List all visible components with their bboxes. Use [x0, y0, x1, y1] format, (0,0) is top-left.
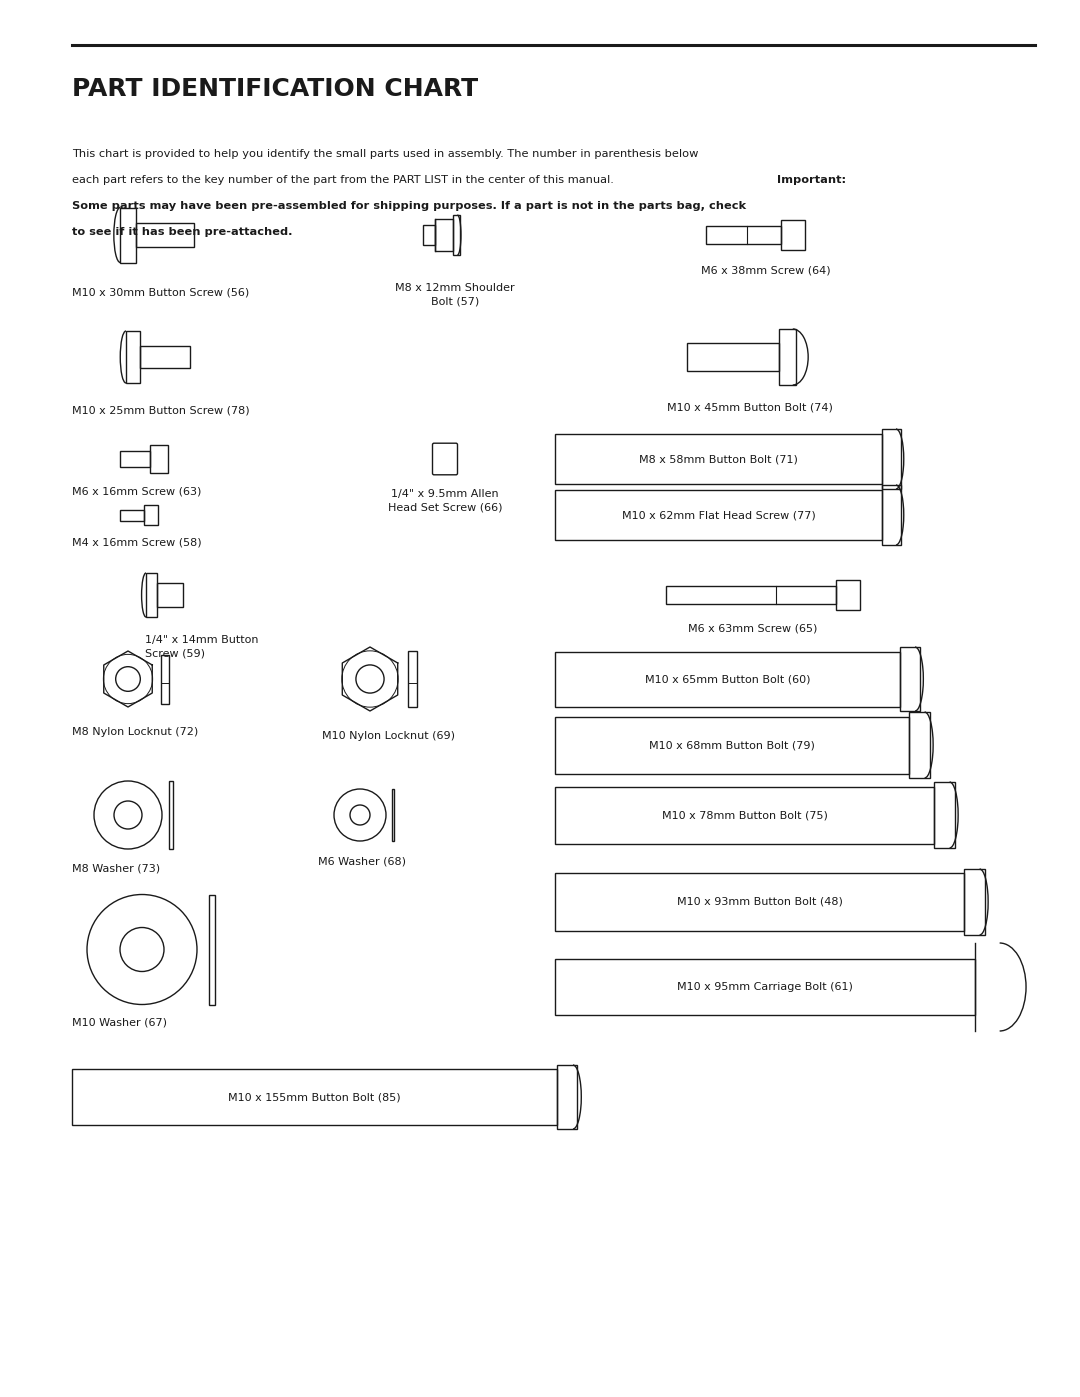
- Bar: [72, 1069, 557, 1125]
- Bar: [126, 331, 140, 383]
- Bar: [144, 504, 158, 525]
- Text: to see if it has been pre-attached.: to see if it has been pre-attached.: [72, 226, 293, 237]
- Bar: [454, 215, 460, 256]
- Bar: [934, 782, 955, 848]
- Bar: [435, 219, 454, 251]
- Text: M10 Washer (67): M10 Washer (67): [72, 1017, 167, 1028]
- Bar: [157, 583, 183, 608]
- Bar: [964, 869, 985, 935]
- Bar: [150, 446, 168, 474]
- Bar: [120, 208, 136, 263]
- Text: Some parts may have been pre-assembled for shipping purposes. If a part is not i: Some parts may have been pre-assembled f…: [72, 201, 746, 211]
- Text: M10 x 45mm Button Bolt (74): M10 x 45mm Button Bolt (74): [666, 402, 833, 412]
- Text: 1/4" x 9.5mm Allen
Head Set Screw (66): 1/4" x 9.5mm Allen Head Set Screw (66): [388, 489, 502, 513]
- Bar: [909, 712, 930, 778]
- Text: M10 x 78mm Button Bolt (75): M10 x 78mm Button Bolt (75): [662, 810, 827, 820]
- Bar: [900, 647, 920, 711]
- Bar: [140, 346, 190, 367]
- Bar: [408, 651, 417, 707]
- Bar: [146, 573, 157, 617]
- Text: PART IDENTIFICATION CHART: PART IDENTIFICATION CHART: [72, 77, 478, 101]
- Bar: [170, 781, 173, 849]
- Bar: [423, 225, 435, 244]
- Text: M6 Washer (68): M6 Washer (68): [318, 856, 406, 868]
- Bar: [555, 490, 882, 541]
- Text: M6 x 38mm Screw (64): M6 x 38mm Screw (64): [701, 265, 831, 275]
- Text: M8 x 58mm Button Bolt (71): M8 x 58mm Button Bolt (71): [639, 454, 798, 464]
- Bar: [666, 585, 836, 604]
- Text: This chart is provided to help you identify the small parts used in assembly. Th: This chart is provided to help you ident…: [72, 149, 699, 159]
- Bar: [555, 787, 934, 844]
- Bar: [882, 485, 901, 545]
- Bar: [555, 873, 964, 930]
- Text: Important:: Important:: [777, 175, 846, 184]
- Bar: [781, 219, 805, 250]
- Text: 1/4" x 14mm Button
Screw (59): 1/4" x 14mm Button Screw (59): [146, 636, 259, 658]
- Text: M10 x 93mm Button Bolt (48): M10 x 93mm Button Bolt (48): [676, 897, 842, 907]
- Bar: [555, 958, 975, 1016]
- Bar: [392, 789, 394, 841]
- Bar: [779, 330, 796, 386]
- Bar: [882, 429, 901, 489]
- Bar: [557, 1065, 577, 1129]
- Text: M4 x 16mm Screw (58): M4 x 16mm Screw (58): [72, 536, 202, 548]
- Text: M10 x 65mm Button Bolt (60): M10 x 65mm Button Bolt (60): [645, 673, 810, 685]
- Text: M10 x 25mm Button Screw (78): M10 x 25mm Button Screw (78): [72, 405, 249, 415]
- Text: M6 x 16mm Screw (63): M6 x 16mm Screw (63): [72, 488, 201, 497]
- Bar: [555, 651, 900, 707]
- Text: M8 Washer (73): M8 Washer (73): [72, 863, 160, 873]
- Text: M10 x 95mm Carriage Bolt (61): M10 x 95mm Carriage Bolt (61): [677, 982, 853, 992]
- Text: M6 x 63mm Screw (65): M6 x 63mm Screw (65): [688, 623, 818, 633]
- Bar: [555, 434, 882, 483]
- Bar: [120, 451, 150, 467]
- Text: M10 x 30mm Button Screw (56): M10 x 30mm Button Screw (56): [72, 286, 249, 298]
- Bar: [687, 344, 779, 372]
- Bar: [136, 224, 194, 247]
- Text: M10 x 68mm Button Bolt (79): M10 x 68mm Button Bolt (79): [649, 740, 815, 750]
- Text: M8 x 12mm Shoulder
Bolt (57): M8 x 12mm Shoulder Bolt (57): [395, 284, 515, 306]
- Text: each part refers to the key number of the part from the PART LIST in the center : each part refers to the key number of th…: [72, 175, 618, 184]
- Text: M10 x 62mm Flat Head Screw (77): M10 x 62mm Flat Head Screw (77): [622, 510, 815, 520]
- Bar: [120, 510, 144, 521]
- Bar: [161, 655, 170, 704]
- Bar: [706, 226, 781, 244]
- Bar: [836, 580, 860, 610]
- Bar: [555, 717, 909, 774]
- Text: M8 Nylon Locknut (72): M8 Nylon Locknut (72): [72, 726, 199, 738]
- Text: M10 Nylon Locknut (69): M10 Nylon Locknut (69): [322, 731, 455, 740]
- Text: M10 x 155mm Button Bolt (85): M10 x 155mm Button Bolt (85): [228, 1092, 401, 1102]
- Bar: [210, 894, 215, 1004]
